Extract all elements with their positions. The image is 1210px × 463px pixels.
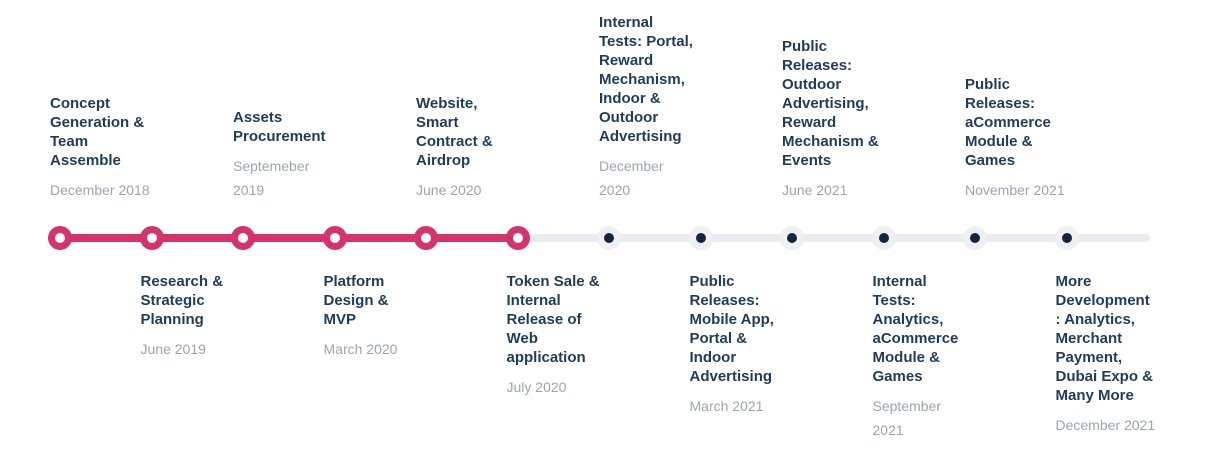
milestone-title: Public Releases: aCommerce Module & Game…	[965, 76, 1051, 169]
timeline-node-completed	[322, 226, 347, 250]
milestone: More Development : Analytics, Merchant P…	[1056, 272, 1178, 437]
milestone-title: Internal Tests: Analytics, aCommerce Mod…	[872, 273, 959, 385]
milestone: Internal Tests: Analytics, aCommerce Mod…	[873, 272, 995, 442]
milestone: Token Sale & Internal Release of Web app…	[507, 272, 629, 399]
timeline-node-upcoming	[963, 226, 987, 250]
milestone-title: Concept Generation & Team Assemble	[50, 95, 145, 169]
milestone-date: June 2019	[140, 341, 206, 357]
milestone-title: Research & Strategic Planning	[140, 273, 224, 328]
timeline-node-completed	[231, 226, 255, 250]
milestone-date: June 2021	[782, 182, 848, 198]
milestone-title: Public Releases: Outdoor Advertising, Re…	[782, 38, 879, 169]
milestone: Public Releases: Outdoor Advertising, Re…	[782, 37, 904, 202]
milestone: Assets Procurement Septemeber 2019	[233, 108, 355, 202]
milestone-date: March 2020	[323, 341, 398, 357]
timeline-node-upcoming	[871, 226, 896, 250]
timeline-node-completed	[139, 226, 164, 250]
milestone-title: Token Sale & Internal Release of Web app…	[506, 273, 600, 366]
milestone-date: November 2021	[965, 182, 1065, 198]
milestone-date: December 2020	[599, 158, 664, 198]
milestone-date: September 2021	[872, 398, 941, 438]
milestone-date: Septemeber 2019	[233, 158, 310, 198]
milestone-date: July 2020	[506, 379, 567, 395]
timeline-node-completed	[505, 226, 530, 250]
milestone-title: Internal Tests: Portal, Reward Mechanism…	[599, 14, 693, 145]
milestone: Internal Tests: Portal, Reward Mechanism…	[599, 13, 721, 202]
milestone-title: Website, Smart Contract & Airdrop	[416, 95, 493, 169]
timeline-node-upcoming	[1054, 226, 1079, 250]
milestone: Concept Generation & Team Assemble Decemb…	[50, 94, 172, 202]
milestone: Public Releases: Mobile App, Portal & In…	[690, 272, 812, 418]
milestone-date: March 2021	[689, 398, 764, 414]
timeline-progress-bar	[48, 234, 530, 242]
milestone-title: Assets Procurement	[233, 109, 326, 145]
milestone-title: More Development : Analytics, Merchant P…	[1055, 273, 1154, 404]
milestone: Platform Design & MVP March 2020	[324, 272, 446, 361]
milestone-title: Platform Design & MVP	[323, 273, 389, 328]
timeline-node-upcoming	[597, 226, 621, 250]
timeline-node-completed	[414, 226, 438, 250]
milestone-date: December 2018	[50, 182, 150, 198]
timeline-node-upcoming	[688, 226, 713, 250]
milestone-date: June 2020	[416, 182, 482, 198]
timeline-node-completed	[48, 226, 72, 250]
milestone-date: December 2021	[1055, 417, 1156, 433]
milestone: Research & Strategic Planning June 2019	[141, 272, 263, 361]
milestone: Public Releases: aCommerce Module & Game…	[965, 75, 1087, 202]
timeline-node-upcoming	[780, 226, 804, 250]
milestone-title: Public Releases: Mobile App, Portal & In…	[689, 273, 774, 385]
milestone: Website, Smart Contract & Airdrop June 20…	[416, 94, 538, 202]
